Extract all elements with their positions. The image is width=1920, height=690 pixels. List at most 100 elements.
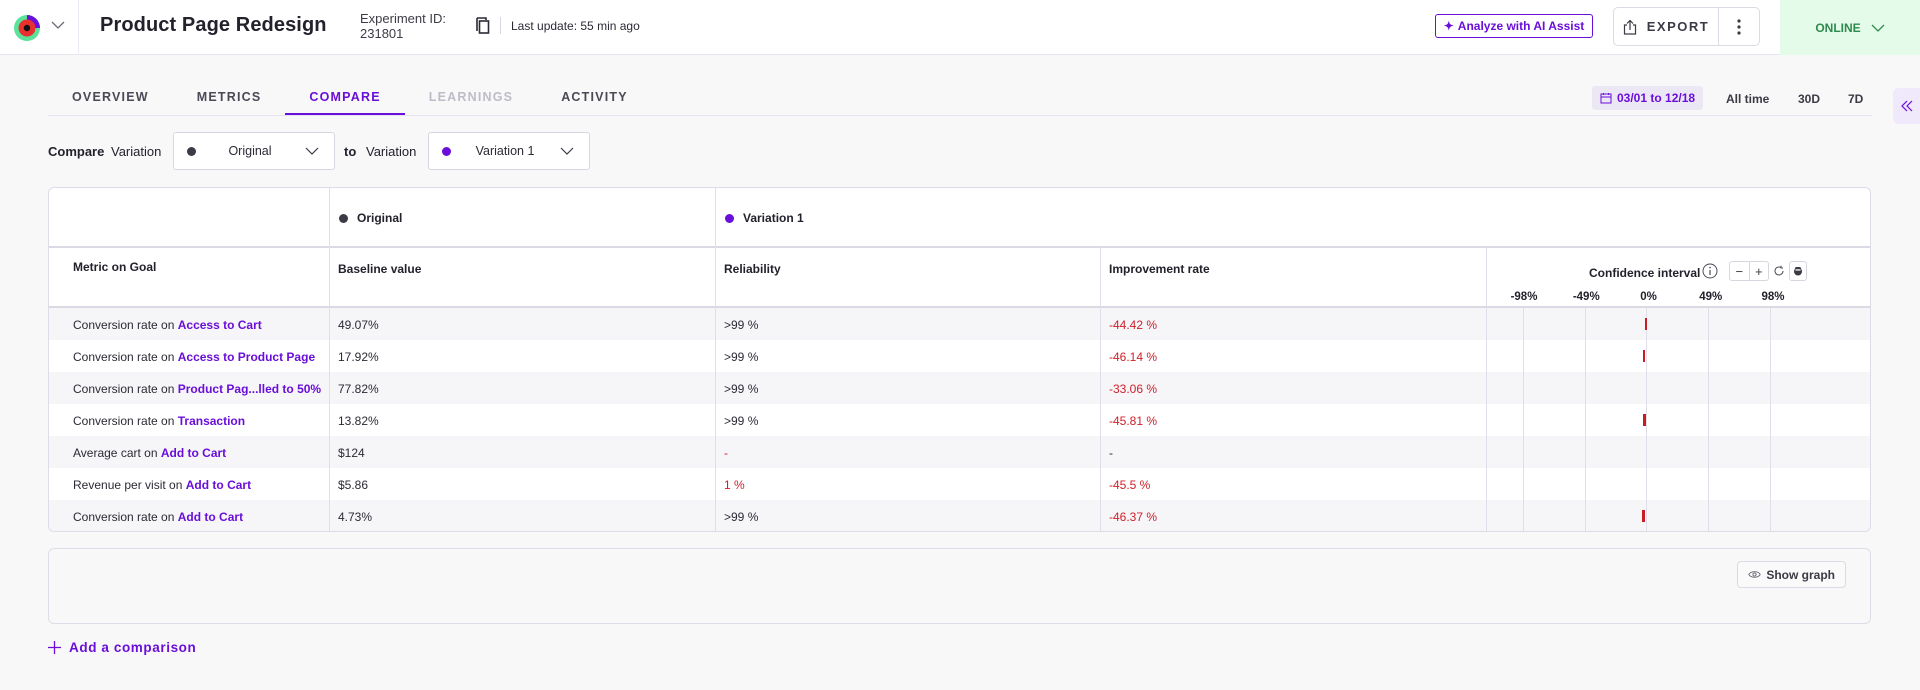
table-row: Average cart on Add to Cart $124 - - <box>49 436 1870 468</box>
export-button[interactable]: EXPORT <box>1614 8 1719 45</box>
goal-link[interactable]: Add to Cart <box>177 510 244 524</box>
tab-overview[interactable]: OVERVIEW <box>72 90 149 104</box>
reliability-cell: 1 % <box>724 478 745 492</box>
to-variation-value: Variation 1 <box>475 144 535 158</box>
column-divider <box>329 188 330 531</box>
top-header: Product Page Redesign Experiment ID: 231… <box>0 0 1920 55</box>
metric-cell: Conversion rate on Access to Product Pag… <box>73 350 315 364</box>
metric-cell: Conversion rate on Transaction <box>73 414 245 428</box>
goal-link[interactable]: Access to Cart <box>177 318 262 332</box>
date-range-button[interactable]: 03/01 to 12/18 <box>1592 86 1704 110</box>
reset-zoom-icon[interactable] <box>1773 265 1785 277</box>
reliability-cell: >99 % <box>724 414 759 428</box>
page-title: Product Page Redesign <box>100 14 327 36</box>
col-metric: Metric on Goal <box>73 260 157 274</box>
tab-metrics[interactable]: METRICS <box>196 90 262 104</box>
baseline-cell: 4.73% <box>338 510 373 524</box>
ci-mark <box>1642 510 1646 522</box>
graph-panel: Show graph <box>48 548 1871 624</box>
ai-assist-label: Analyze with AI Assist <box>1457 19 1585 33</box>
show-graph-button[interactable]: Show graph <box>1737 561 1846 588</box>
column-header-divider <box>49 306 1870 308</box>
table-row: Revenue per visit on Add to Cart $5.86 1 %… <box>49 468 1870 500</box>
info-icon[interactable] <box>1702 263 1718 279</box>
improvement-cell: -46.37 % <box>1109 510 1158 524</box>
zoom-out-button[interactable]: − <box>1730 262 1750 280</box>
tab-bar: OVERVIEW METRICS COMPARE LEARNINGS ACTIV… <box>48 80 652 116</box>
kebab-menu-icon <box>1737 18 1741 35</box>
improvement-cell: - <box>1109 446 1113 460</box>
table-row: Conversion rate on Product Pag...lled to… <box>49 372 1870 404</box>
baseline-cell: $5.86 <box>338 478 369 492</box>
chevron-down-icon[interactable] <box>50 17 66 33</box>
table-row: Conversion rate on Add to Cart 4.73% >99 %… <box>49 500 1870 531</box>
metric-prefix: Revenue per visit on <box>73 478 183 492</box>
last-update: Last update: 55 min ago <box>511 19 640 33</box>
goal-link[interactable]: Add to Cart <box>185 478 252 492</box>
reliability-cell: >99 % <box>724 510 759 524</box>
variation-1-header-label: Variation 1 <box>743 211 804 225</box>
original-header: Original <box>339 211 402 225</box>
range-30d[interactable]: 30D <box>1798 92 1821 106</box>
experiment-id-label: Experiment ID: <box>360 11 446 26</box>
original-dot <box>187 146 196 156</box>
tab-activity[interactable]: ACTIVITY <box>561 90 628 104</box>
ci-mark <box>1642 414 1646 426</box>
variation-1-dot <box>725 213 734 223</box>
ci-grid-line <box>1708 308 1709 531</box>
reliability-cell: - <box>724 446 728 460</box>
app-logo-icon[interactable] <box>12 11 44 43</box>
reliability-cell: >99 % <box>724 382 759 396</box>
goal-link[interactable]: Access to Product Page <box>177 350 316 364</box>
metric-cell: Conversion rate on Add to Cart <box>73 510 243 524</box>
metric-prefix: Conversion rate on <box>73 382 175 396</box>
column-divider <box>1100 247 1101 531</box>
export-group: EXPORT <box>1613 7 1760 46</box>
ci-tick-label: -49% <box>1572 291 1600 303</box>
status-dropdown[interactable]: ONLINE <box>1780 0 1920 55</box>
collapse-panel-button[interactable] <box>1893 88 1920 124</box>
more-options-button[interactable] <box>1719 8 1759 45</box>
baseline-cell: 77.82% <box>338 382 379 396</box>
eye-icon <box>1748 571 1762 578</box>
tab-compare[interactable]: COMPARE <box>285 80 406 116</box>
header-separator <box>500 17 501 34</box>
tab-learnings[interactable]: LEARNINGS <box>428 90 514 104</box>
experiment-id-value: 231801 <box>360 26 404 41</box>
from-variation-select[interactable]: Original <box>173 132 335 170</box>
to-variation-select[interactable]: Variation 1 <box>428 132 590 170</box>
baseline-cell: 13.82% <box>338 414 379 428</box>
metric-prefix: Conversion rate on <box>73 318 175 332</box>
ai-assist-button[interactable]: ✦ Analyze with AI Assist <box>1435 14 1593 38</box>
column-divider <box>1486 247 1487 531</box>
reliability-cell: >99 % <box>724 318 759 332</box>
chevron-down-icon <box>560 147 574 155</box>
header-divider <box>78 0 79 55</box>
sparkle-icon: ✦ <box>1443 19 1454 33</box>
variation-label-2: Variation <box>366 144 417 159</box>
hand-icon <box>1794 267 1802 276</box>
goal-link[interactable]: Product Pag...lled to 50% <box>177 382 322 396</box>
goal-link[interactable]: Transaction <box>177 414 246 428</box>
comparison-table: Original Variation 1 Metric on Goal Base… <box>48 187 1871 532</box>
improvement-cell: -46.14 % <box>1109 350 1158 364</box>
show-graph-label: Show graph <box>1766 567 1835 582</box>
variation-1-dot <box>442 146 451 156</box>
range-7d[interactable]: 7D <box>1848 92 1864 106</box>
chevron-down-icon <box>1871 24 1885 32</box>
copy-icon[interactable] <box>474 16 492 36</box>
status-label: ONLINE <box>1815 20 1861 35</box>
range-all-time[interactable]: All time <box>1726 92 1770 106</box>
tabs-divider <box>48 115 1872 116</box>
goal-link[interactable]: Add to Cart <box>160 446 227 460</box>
baseline-cell: 49.07% <box>338 318 379 332</box>
pan-button[interactable] <box>1789 261 1807 281</box>
improvement-cell: -33.06 % <box>1109 382 1158 396</box>
double-chevron-left-icon <box>1900 100 1912 112</box>
chevron-down-icon <box>305 147 319 155</box>
zoom-in-button[interactable]: + <box>1754 263 1763 279</box>
metric-cell: Conversion rate on Access to Cart <box>73 318 262 332</box>
add-comparison-button[interactable]: Add a comparison <box>48 640 196 655</box>
experiment-id: Experiment ID: 231801 <box>360 11 446 41</box>
header-divider <box>49 246 1870 248</box>
